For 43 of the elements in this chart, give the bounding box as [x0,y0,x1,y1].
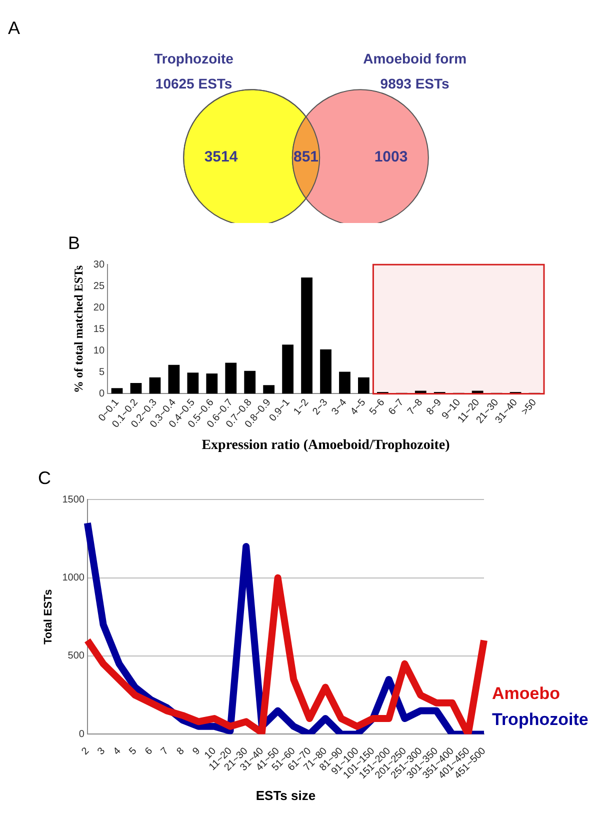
y-tick-label: 500 [68,650,85,662]
y-tick-label: 0 [98,388,105,400]
text: Amoeboid form [363,50,467,66]
x-tick-label: 5 [127,745,140,758]
y-tick-label: 15 [93,324,105,335]
x-tick-label: 4~5 [348,396,368,418]
y-tick-label: 25 [93,280,105,292]
x-tick-label: 6 [143,745,156,758]
chart-title: B [68,232,80,253]
y-tick-label: 5 [98,366,105,378]
text: A [8,18,20,38]
x-tick-label: 8 [174,745,187,758]
x-tick-label: 3 [96,745,108,758]
x-tick-label: 5~6 [368,396,388,418]
x-tick-label: 9 [190,745,203,758]
y-tick-label: 0 [78,728,85,740]
y-tick-label: 10 [93,345,105,356]
text: Trophozoite [154,50,234,66]
y-axis-title: % of total matched ESTs [71,265,86,393]
x-tick-label: 2~3 [310,396,330,418]
text: 10625 ESTs [155,75,232,92]
chart-title: C [38,468,51,488]
data-label: 3514 [204,148,238,166]
x-tick-label: 7 [159,745,172,758]
x-tick-label: 7~8 [406,396,426,418]
x-tick-label: 3~4 [330,396,350,418]
y-tick-label: 1500 [62,494,85,506]
text: 9893 ESTs [380,75,450,92]
x-tick-label: 4 [112,745,124,758]
x-tick-label: >50 [520,396,540,418]
x-tick-label: 1~2 [292,396,312,418]
y-tick-label: 20 [93,302,105,314]
x-tick-label: 6~7 [386,396,406,418]
series-label: Trophozoite [492,710,588,729]
y-tick-label: 30 [93,259,105,270]
x-tick-label: 2 [80,745,92,758]
data-label: 851 [293,148,319,166]
y-axis-title: Total ESTs [42,589,55,645]
y-tick-label: 1000 [62,572,85,584]
x-axis-title: ESTs size [256,788,316,803]
series-label: Amoebo [492,684,560,703]
data-label: 1003 [374,148,408,166]
x-axis-title: Expression ratio (Amoeboid/Trophozoite) [202,438,450,454]
